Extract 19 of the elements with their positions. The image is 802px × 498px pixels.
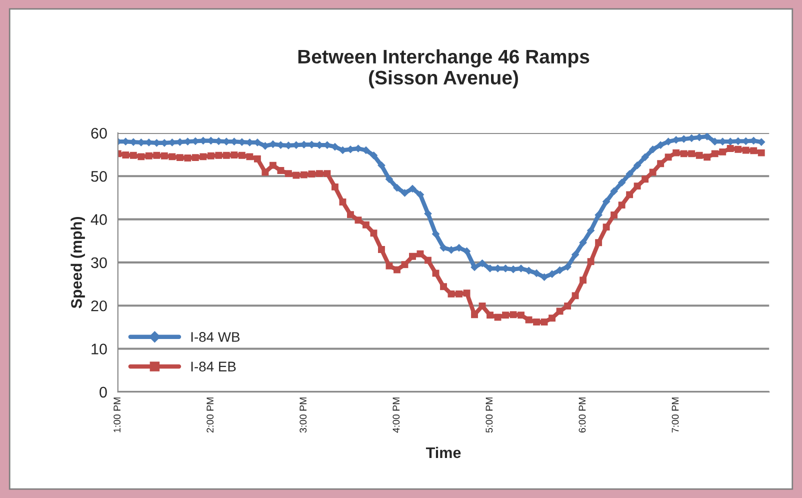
y-axis-title: Speed (mph) bbox=[70, 216, 85, 308]
y-tick-label: 40 bbox=[90, 214, 107, 225]
x-tick-label: 1:00 PM bbox=[114, 398, 121, 432]
y-tick-label: 50 bbox=[91, 170, 107, 182]
y-tick-label: 30 bbox=[91, 257, 107, 268]
x-tick-label: 6:00 PM bbox=[578, 398, 586, 432]
x-tick-label: 7:00 PM bbox=[672, 398, 679, 432]
y-tick-label: 0 bbox=[100, 386, 107, 398]
x-tick-label: 4:00 PM bbox=[392, 398, 400, 433]
x-tick-label: 5:00 PM bbox=[486, 398, 493, 433]
x-axis-title: Time bbox=[426, 446, 461, 458]
legend-label: I-84 EB bbox=[191, 362, 236, 372]
y-tick-label: 60 bbox=[91, 128, 107, 139]
legend-label: I-84 WB bbox=[191, 332, 240, 342]
y-tick-label: 10 bbox=[92, 344, 107, 354]
chart-title: Between Interchange 46 Ramps (Sisson Avenue) bbox=[298, 49, 590, 88]
y-tick-label: 20 bbox=[91, 300, 107, 312]
x-tick-label: 3:00 PM bbox=[300, 398, 307, 433]
x-tick-label: 2:00 PM bbox=[206, 398, 214, 433]
